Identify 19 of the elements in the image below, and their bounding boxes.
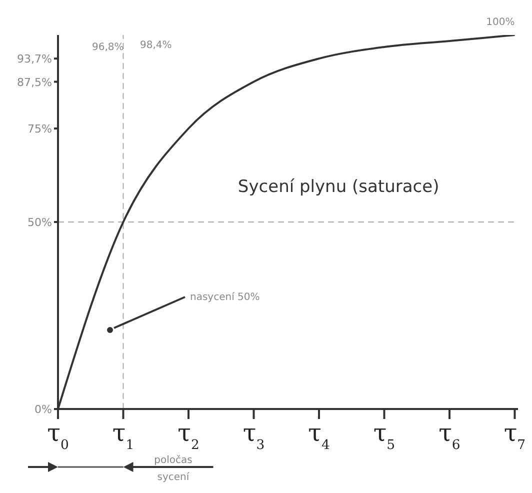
y-tick-label: 75% — [28, 122, 52, 136]
annotation: 100% — [486, 17, 515, 28]
y-tick-label: 0% — [34, 403, 52, 416]
x-tick-label: τ$_{2}$ — [178, 419, 200, 452]
y-tick-label: 87,5% — [17, 76, 52, 89]
x-tick-label: τ$_{1}$ — [112, 419, 134, 452]
x-tick-label: τ$_{6}$ — [438, 419, 460, 452]
x-tick-label: τ$_{4}$ — [308, 419, 330, 452]
text: poločas sycení — [154, 455, 192, 483]
text: Sycení plynu (saturace) — [238, 177, 440, 197]
annotation: nasycení 50% — [190, 292, 260, 303]
y-tick-label: 93,7% — [17, 52, 52, 66]
x-tick-label: τ$_{7}$ — [504, 419, 526, 452]
y-tick-label: 50% — [28, 216, 52, 229]
annotation: 96,8% — [92, 42, 124, 53]
annotation: 98,4% — [140, 40, 172, 51]
x-tick-label: τ$_{0}$ — [47, 419, 69, 452]
x-tick-label: τ$_{3}$ — [242, 419, 265, 452]
x-tick-label: τ$_{5}$ — [373, 419, 396, 452]
